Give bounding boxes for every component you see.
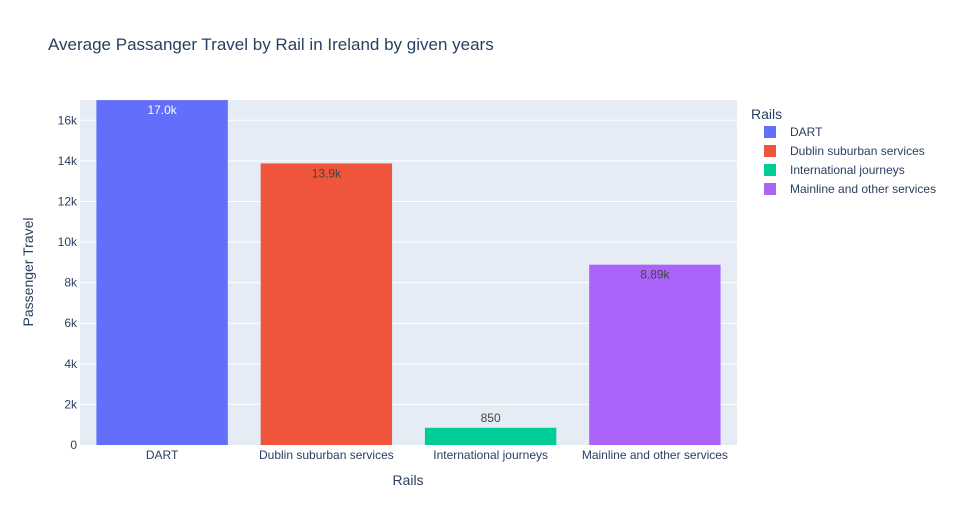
data-labels: 17.0k 13.9k 850 8.89k [147, 103, 670, 425]
legend-swatch [764, 164, 776, 176]
legend-items[interactable]: DART Dublin suburban services Internationa… [764, 125, 936, 196]
y-tick-label: 12k [58, 194, 78, 208]
chart-title: Average Passanger Travel by Rail in Irel… [48, 35, 494, 54]
legend[interactable]: Rails DART Dublin suburban services Intern… [751, 106, 936, 196]
data-label: 17.0k [147, 103, 177, 117]
bar-mainline-and-other-services[interactable] [589, 264, 721, 445]
bar-dart[interactable] [96, 100, 228, 445]
bars [96, 100, 721, 445]
y-tick-label: 10k [58, 235, 78, 249]
x-axis-title: Rails [392, 472, 423, 488]
bar-dublin-suburban-services[interactable] [260, 163, 393, 445]
legend-label: Dublin suburban services [790, 144, 925, 158]
x-tick-label: Mainline and other services [582, 448, 728, 462]
y-tick-label: 14k [58, 154, 78, 168]
legend-swatch [764, 183, 776, 195]
legend-title: Rails [751, 106, 782, 122]
legend-swatch [764, 145, 776, 157]
legend-item[interactable]: DART [764, 125, 823, 139]
y-tick-label: 2k [64, 397, 78, 411]
legend-item[interactable]: International journeys [764, 163, 905, 177]
x-tick-label: DART [146, 448, 179, 462]
legend-item[interactable]: Dublin suburban services [764, 144, 925, 158]
y-tick-label: 8k [64, 276, 78, 290]
legend-label: International journeys [790, 163, 905, 177]
x-tick-label: Dublin suburban services [259, 448, 394, 462]
legend-label: DART [790, 125, 823, 139]
x-axis-ticks: DART Dublin suburban services Internationa… [146, 448, 728, 462]
y-tick-label: 4k [64, 357, 78, 371]
legend-swatch [764, 126, 776, 138]
y-tick-label: 16k [58, 113, 78, 127]
y-axis-title: Passenger Travel [20, 218, 36, 327]
y-axis-ticks: 0 2k 4k 6k 8k 10k 12k 14k 16k [58, 113, 78, 452]
legend-label: Mainline and other services [790, 182, 936, 196]
y-tick-label: 6k [64, 316, 78, 330]
data-label: 850 [481, 411, 501, 425]
y-tick-label: 0 [70, 438, 77, 452]
data-label: 13.9k [312, 166, 342, 180]
bar-international-journeys[interactable] [424, 427, 557, 445]
x-tick-label: International journeys [433, 448, 548, 462]
legend-item[interactable]: Mainline and other services [764, 182, 936, 196]
data-label: 8.89k [640, 268, 670, 282]
